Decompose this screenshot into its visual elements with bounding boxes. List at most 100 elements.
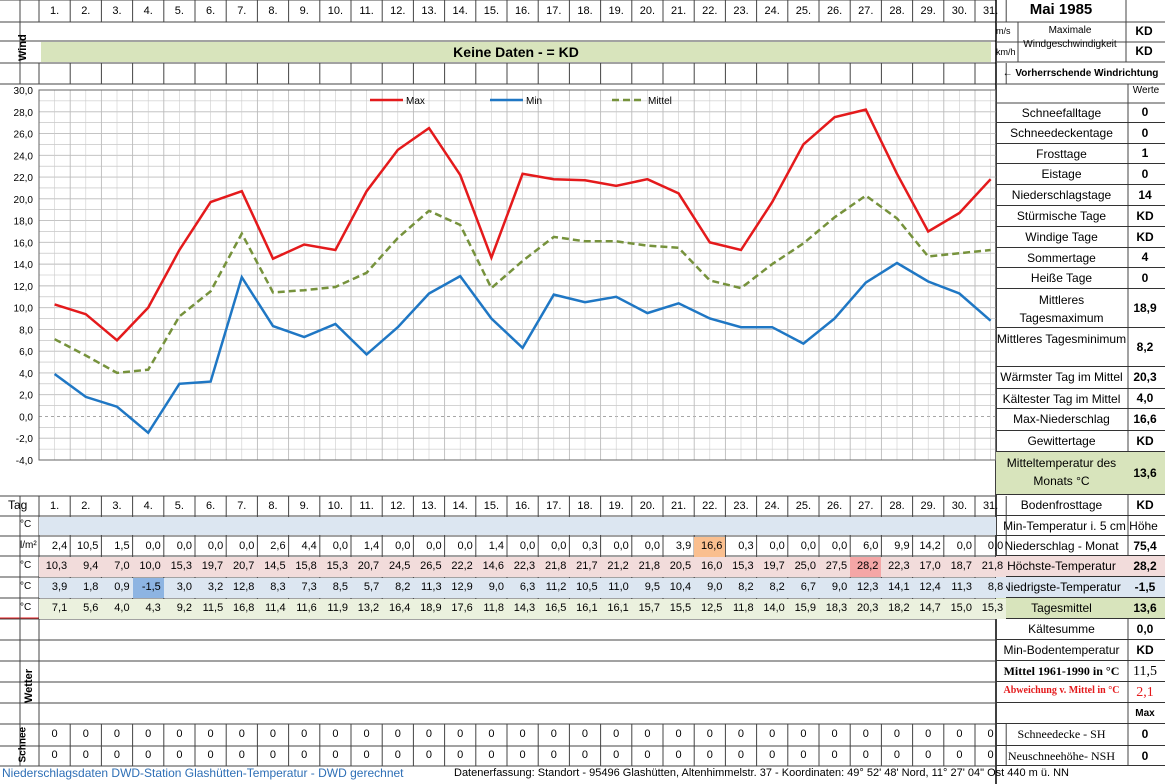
- day-footer-12: 12.: [390, 500, 406, 512]
- nsh-cell-22: 0: [706, 749, 713, 761]
- min-cell-23: 8,2: [725, 578, 757, 598]
- bottom-stat-row-11: Schneedecke - SH 0: [996, 724, 1165, 746]
- nsh-cell-23: 0: [737, 749, 745, 761]
- precip-cell-29: 14,2: [919, 540, 941, 552]
- day-header-22: 22.: [702, 5, 718, 17]
- min-cell-30: 11,3: [943, 578, 975, 598]
- sh-cell-16: 0: [519, 728, 526, 740]
- stat-label: Windige Tage: [1025, 230, 1098, 244]
- stat-label: Mitteltemperatur des Monats °C: [1006, 456, 1117, 488]
- nsh-cell-21: 0: [675, 749, 682, 761]
- precip-cell-24: 0,0: [769, 540, 785, 552]
- sh-cell-5: 0: [176, 728, 183, 740]
- max-cell-22: 16,0: [694, 557, 726, 577]
- sh-cell-27: 0: [862, 728, 869, 740]
- bottom-stat-label: Niederschlag - Monat: [1004, 539, 1119, 553]
- min-cell-14: 12,9: [444, 578, 476, 598]
- mean-cell-10: 11,9: [319, 599, 351, 619]
- min-cell-21: 10,4: [663, 578, 695, 598]
- bottom-stat-label: Neuschneehöhe- NSH: [1008, 749, 1115, 763]
- footer-location: Datenerfassung: Standort - 95496 Glashüt…: [454, 767, 1069, 779]
- stat-value: 0: [1141, 270, 1149, 285]
- bottom-stat-row-10: Max: [996, 703, 1165, 724]
- nsh-cell-27: 0: [862, 749, 869, 761]
- max-cell-9: 15,8: [288, 557, 320, 577]
- nsh-cell-13: 0: [425, 749, 433, 761]
- chart-grid: [38, 89, 996, 461]
- day-header-19: 19.: [608, 5, 624, 17]
- day-footer-23: 23.: [733, 500, 749, 512]
- min-cell-10: 8,5: [319, 578, 351, 598]
- min-cell-18: 10,5: [569, 578, 601, 598]
- precip-cell-7: 0,0: [239, 540, 255, 552]
- bottom-stat-value: 0: [1141, 749, 1149, 763]
- nsh-cell-25: 0: [800, 749, 807, 761]
- min-cell-2: 1,8: [70, 578, 102, 598]
- mean-cell-20: 15,7: [631, 599, 663, 619]
- precip-cell-5: 0,0: [176, 540, 192, 552]
- min-cell-31: 8,8: [975, 578, 1007, 598]
- mean-cell-28: 18,2: [881, 599, 913, 619]
- legend-label-max: Max: [406, 96, 425, 107]
- max-cell-1: 10,3: [39, 557, 71, 577]
- day-footer-3: 3.: [112, 500, 122, 512]
- nsh-cell-17: 0: [550, 749, 557, 761]
- precip-cell-13: 0,0: [426, 540, 442, 552]
- min-cell-8: 8,3: [257, 578, 289, 598]
- sh-cell-11: 0: [363, 728, 370, 740]
- nsh-cell-31: 0: [987, 749, 994, 761]
- mean-cell-18: 16,1: [569, 599, 601, 619]
- day-header-26: 26.: [826, 5, 843, 17]
- sh-cell-4: 0: [145, 728, 152, 740]
- day-footer-16: 16.: [514, 500, 531, 512]
- werte-header: Werte: [1132, 85, 1160, 96]
- stat-label: Sommertage: [1027, 251, 1096, 265]
- max-cell-21: 20,5: [663, 557, 695, 577]
- wind-label: Wind: [17, 34, 29, 61]
- bottom-stat-label: Min-Temperatur i. 5 cm Höhe: [1003, 519, 1158, 533]
- bottom-stat-value: 28,2: [1133, 559, 1157, 573]
- sh-cell-9: 0: [301, 728, 308, 740]
- mean-cell-27: 20,3: [850, 599, 882, 619]
- day-header-1: 1.: [50, 5, 60, 17]
- nsh-cell-26: 0: [831, 749, 838, 761]
- mean-cell-22: 12,5: [694, 599, 726, 619]
- bottom-stat-row-7: Min-Bodentemperatur KD: [996, 640, 1165, 661]
- bottom-stat-value: 75,4: [1133, 539, 1157, 553]
- day-header-21: 21.: [670, 5, 687, 17]
- day-footer-25: 25.: [795, 500, 812, 512]
- day-footer-28: 28.: [889, 500, 905, 512]
- unit-kmh: km/h: [996, 47, 1016, 57]
- max-cell-7: 20,7: [226, 557, 258, 577]
- day-header-11: 11.: [359, 5, 374, 17]
- mean-cell-4: 4,3: [132, 599, 164, 619]
- min-cell-9: 7,3: [288, 578, 320, 598]
- stat-row-8: Sommertage 4: [996, 248, 1165, 268]
- bottom-stat-row-2: Niederschlag - Monat 75,4: [996, 536, 1165, 556]
- precip-cell-31: 0,0: [987, 540, 1004, 552]
- day-footer-10: 10.: [327, 500, 344, 512]
- day-footer-5: 5.: [174, 500, 184, 512]
- sh-cell-24: 0: [769, 728, 776, 740]
- wetter-label: Wetter: [23, 668, 35, 703]
- sh-cell-6: 0: [207, 728, 214, 740]
- precip-cell-15: 1,4: [488, 540, 504, 552]
- y-tick-label: 20,0: [14, 195, 34, 206]
- sh-cell-20: 0: [644, 728, 651, 740]
- precip-cell-22: 16,6: [694, 537, 726, 557]
- stat-value: 0: [1141, 125, 1149, 140]
- mean-cell-14: 17,6: [444, 599, 476, 619]
- day-footer-1: 1.: [50, 500, 60, 512]
- precip-cell-14: 0,0: [457, 540, 473, 552]
- max-cell-27: 28,2: [850, 557, 882, 577]
- precip-cell-20: 0,0: [644, 540, 660, 552]
- day-header-row: 1. 2. 3. 4. 5. 6. 7. 8. 9. 10. 11. 12. 13. 14. 15. 16. 1…: [0, 0, 998, 22]
- day-footer-29: 29.: [920, 500, 936, 512]
- bottom-stat-value: 13,6: [1133, 601, 1157, 615]
- max-unit: °C: [20, 560, 32, 571]
- min-cell-24: 8,2: [756, 578, 788, 598]
- day-header-30: 30.: [951, 5, 968, 17]
- stat-label: Schneefalltage: [1021, 106, 1102, 120]
- day-header-15: 15.: [483, 5, 500, 17]
- day-header-9: 9.: [299, 5, 309, 17]
